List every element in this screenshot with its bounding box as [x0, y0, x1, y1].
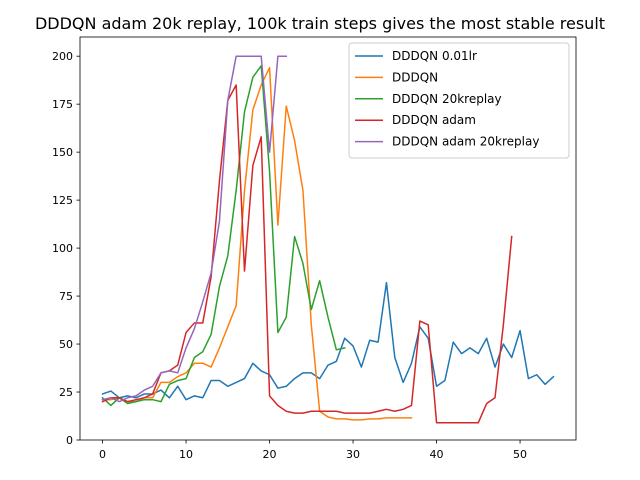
y-tick-label: 100	[52, 242, 73, 255]
legend: DDDQN 0.01lr DDDQN DDDQN 20kreplay DDDQN ad…	[348, 42, 570, 159]
x-tick-label: 20	[263, 448, 277, 461]
axes-layer: 0 10 20 30 40 50 0 25 50 75 100 125 150 175 200	[52, 36, 577, 461]
legend-label-3: DDDQN 20kreplay	[392, 92, 502, 106]
series-line-2	[101, 66, 413, 421]
x-tick-label: 50	[513, 448, 527, 461]
legend-box	[348, 42, 570, 159]
legend-label-5: DDDQN adam 20kreplay	[392, 135, 539, 149]
series-line-3	[101, 65, 346, 407]
y-tick-label: 50	[59, 338, 73, 351]
chart-title: DDDQN adam 20k replay, 100k train steps …	[35, 14, 605, 33]
x-tick-label: 40	[430, 448, 444, 461]
y-tick-label: 75	[59, 290, 73, 303]
series-layer	[101, 55, 555, 424]
x-tick-label: 30	[346, 448, 360, 461]
y-tick-label: 150	[52, 146, 73, 159]
series-line-4	[101, 84, 513, 424]
axes-frame	[79, 36, 577, 441]
legend-label-1: DDDQN 0.01lr	[392, 49, 477, 63]
y-tick-label: 125	[52, 194, 73, 207]
series-line-5	[101, 55, 287, 403]
legend-label-4: DDDQN adam	[392, 113, 476, 127]
y-tick-label: 25	[59, 386, 73, 399]
y-tick-label: 200	[52, 50, 73, 63]
series-line-1	[101, 281, 555, 401]
y-tick-label: 0	[66, 434, 73, 447]
y-tick-label: 175	[52, 98, 73, 111]
legend-label-2: DDDQN	[392, 70, 438, 84]
x-tick-label: 0	[99, 448, 106, 461]
x-tick-label: 10	[179, 448, 193, 461]
